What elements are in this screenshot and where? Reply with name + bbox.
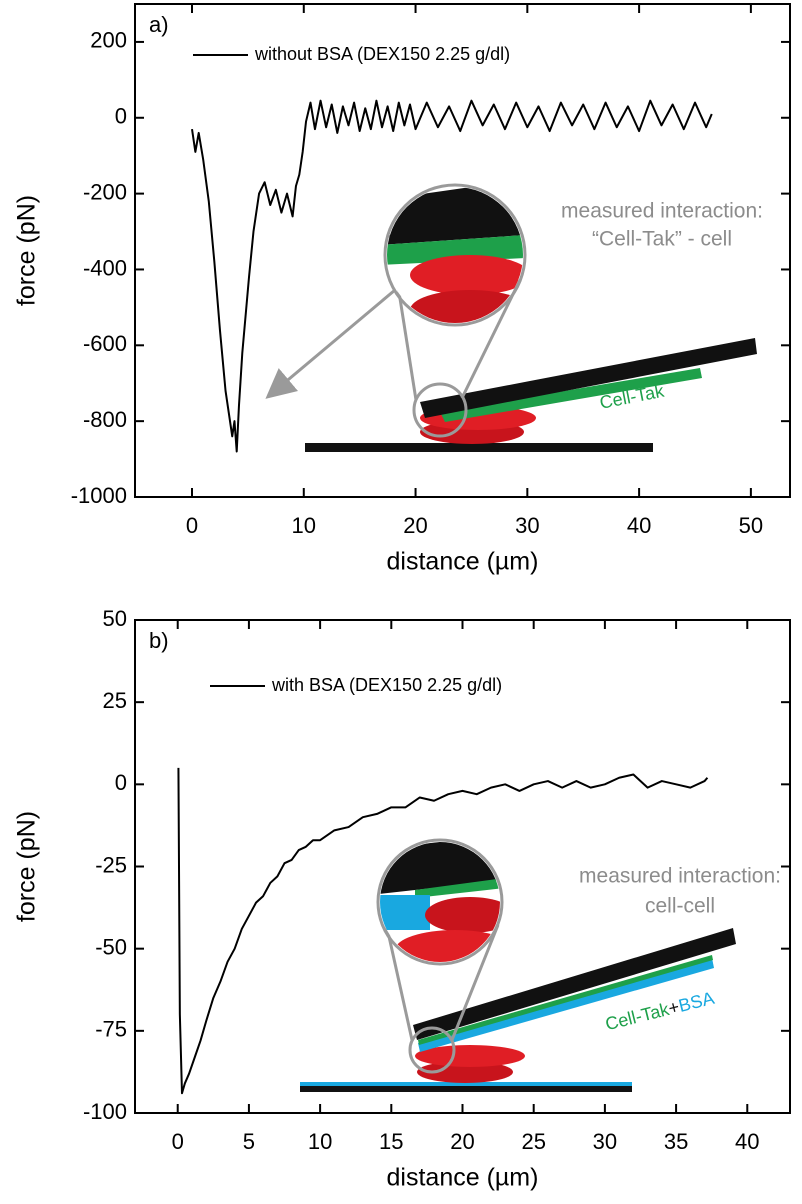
y-axis-label: force (pN) [13,811,41,922]
y-tick-label: 200 [90,28,127,53]
panel-label: b) [149,628,169,653]
y-tick-label: 50 [103,606,127,631]
x-tick-label: 5 [243,1129,255,1154]
x-axis-label: distance (µm) [387,1164,539,1192]
inset-b: measured interaction: cell-cell Cell-Tak… [300,838,781,1092]
x-tick-label: 40 [735,1129,759,1154]
x-tick-label: 40 [627,513,651,538]
y-axis-label: force (pN) [13,195,41,306]
annotation: Cell-Tak [603,999,672,1034]
x-tick-label: 20 [403,513,427,538]
x-tick-label: 0 [172,1129,184,1154]
plot-frame [134,3,791,498]
y-tick-label: -600 [83,331,127,356]
y-tick-label: -200 [83,179,127,204]
y-tick-label: 0 [115,104,127,129]
data-line [191,99,713,453]
annotation: + [666,996,681,1018]
y-tick-label: -25 [95,852,127,877]
x-tick-label: 0 [186,513,198,538]
inset-a: measured interaction: “Cell-Tak” - cell … [265,183,763,452]
y-tick-label: -75 [95,1017,127,1042]
x-tick-label: 35 [664,1129,688,1154]
data-line [177,767,709,1095]
y-tick-label: -800 [83,407,127,432]
y-tick-label: -400 [83,255,127,280]
x-tick-label: 20 [450,1129,474,1154]
annotation: measured interaction: [561,200,763,223]
x-tick-label: 15 [379,1129,403,1154]
x-tick-label: 10 [292,513,316,538]
annotation: “Cell-Tak” - cell [592,228,732,251]
x-tick-label: 30 [515,513,539,538]
chart-panel: 0 10 20 30 40 50 -1000 -800 -600 -400 -200 0 200 dist… [13,3,791,576]
x-tick-label: 30 [593,1129,617,1154]
chart-panel: 0 5 10 15 20 25 30 35 40 -100 -75 -50 -25 0 25 50 distan… [13,606,791,1192]
x-tick-label: 50 [739,513,763,538]
y-tick-label: -1000 [71,483,127,508]
legend-label: with BSA (DEX150 2.25 g/dl) [271,675,502,695]
annotation: BSA [676,988,716,1016]
legend-label: without BSA (DEX150 2.25 g/dl) [254,44,510,64]
y-tick-label: -100 [83,1099,127,1124]
y-tick-label: 25 [103,688,127,713]
x-axis-label: distance (µm) [387,548,539,576]
x-tick-label: 25 [521,1129,545,1154]
y-tick-label: 0 [115,770,127,795]
annotation: cell-cell [645,895,715,918]
y-tick-label: -50 [95,934,127,959]
x-tick-label: 10 [308,1129,332,1154]
annotation: measured interaction: [579,865,781,888]
panel-label: a) [149,12,169,37]
